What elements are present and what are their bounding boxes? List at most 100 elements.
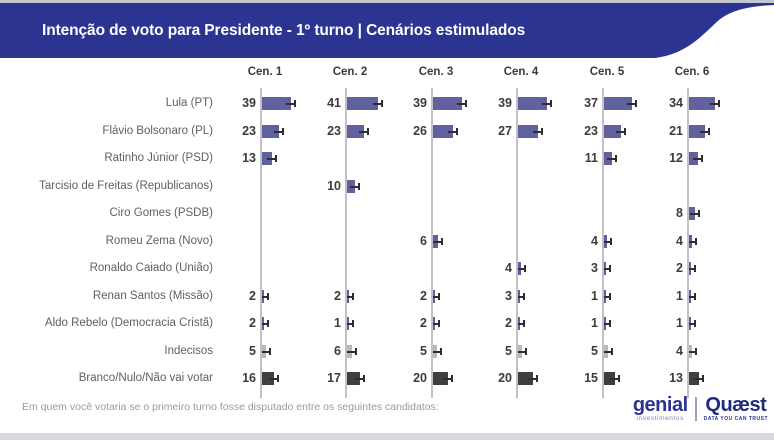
error-bar-line — [354, 378, 364, 380]
error-bar-cap — [693, 265, 696, 272]
error-bar-line — [533, 130, 543, 133]
banner-swoosh-decoration — [655, 5, 774, 58]
value-label: 10 — [327, 178, 341, 193]
error-bar-line — [693, 378, 703, 380]
candidate-label: Tarcisio de Freitas (Republicanos) — [39, 179, 213, 192]
error-bar-line — [518, 268, 525, 270]
candidate-label: Renan Santos (Missão) — [92, 289, 213, 302]
error-bar-line — [269, 378, 278, 380]
candidate-label: Branco/Nulo/Não vai votar — [78, 372, 213, 384]
value-bar — [604, 372, 616, 385]
value-label: 8 — [676, 206, 683, 220]
error-bar-line — [518, 295, 525, 298]
value-bar — [689, 124, 705, 138]
value-label: 2 — [505, 316, 512, 330]
scenario-baseline — [431, 88, 433, 398]
error-bar-line — [262, 323, 268, 325]
value-label: 37 — [584, 96, 598, 110]
error-bar-cap — [351, 292, 354, 300]
error-bar-line — [447, 130, 457, 133]
error-bar-cap — [455, 127, 458, 135]
error-bar-line — [604, 268, 611, 270]
bottom-strip — [0, 433, 774, 440]
error-bar-line — [610, 378, 620, 380]
scenario-header: Cen. 1 — [247, 66, 283, 78]
error-bar-cap — [618, 375, 621, 382]
error-bar-line — [372, 103, 382, 105]
scenario-header: Cen. 2 — [332, 66, 368, 78]
error-bar-line — [604, 350, 612, 353]
value-label: 39 — [242, 96, 256, 110]
error-bar-cap — [693, 292, 696, 300]
error-bar-cap — [362, 375, 365, 382]
error-bar-cap — [550, 100, 553, 107]
top-hairline — [0, 0, 774, 3]
value-bar — [262, 124, 280, 138]
value-bar — [518, 124, 539, 138]
error-bar-cap — [610, 237, 612, 245]
value-bar — [518, 372, 533, 385]
error-bar-cap — [465, 100, 468, 107]
value-label: 1 — [676, 316, 683, 330]
value-bar — [262, 97, 292, 110]
value-label: 2 — [420, 288, 427, 303]
error-bar-cap — [522, 320, 525, 327]
value-label: 23 — [584, 123, 598, 138]
error-bar-cap — [707, 127, 710, 135]
error-bar-cap — [357, 182, 360, 190]
error-bar-cap — [523, 292, 526, 300]
value-label: 39 — [498, 96, 512, 110]
error-bar-cap — [608, 292, 611, 300]
value-label: 34 — [669, 96, 683, 110]
error-bar-cap — [440, 237, 443, 245]
error-bar-cap — [294, 100, 297, 107]
error-bar-line — [604, 240, 611, 243]
error-bar-line — [433, 240, 442, 243]
candidate-label: Flávio Bolsonaro (PL) — [102, 124, 213, 137]
value-bar — [689, 97, 715, 110]
value-bar — [347, 97, 378, 110]
value-label: 15 — [584, 371, 598, 385]
error-bar-cap — [524, 265, 526, 272]
value-label: 1 — [591, 316, 598, 330]
scenario-baseline — [602, 88, 604, 398]
value-label: 39 — [413, 96, 427, 110]
error-bar-cap — [698, 210, 700, 217]
value-label: 26 — [413, 123, 427, 138]
value-bar — [347, 372, 360, 385]
value-label: 27 — [498, 123, 512, 138]
error-bar-line — [286, 103, 296, 105]
scenario-baseline — [687, 88, 689, 398]
value-label: 1 — [676, 288, 683, 303]
error-bar-line — [690, 213, 699, 215]
logo-divider — [694, 397, 697, 421]
error-bar-cap — [277, 375, 279, 382]
value-bar — [262, 372, 274, 385]
error-bar-cap — [701, 375, 704, 382]
error-bar-cap — [439, 347, 442, 355]
error-bar-line — [542, 103, 552, 105]
value-label: 23 — [242, 123, 256, 138]
quaest-logo-subtext: DATA YOU CAN TRUST — [703, 416, 768, 422]
error-bar-line — [689, 268, 695, 270]
value-label: 4 — [591, 233, 598, 248]
value-label: 2 — [249, 316, 256, 330]
error-bar-cap — [634, 100, 637, 107]
error-bar-line — [604, 323, 610, 325]
candidate-label: Ratinho Júnior (PSD) — [104, 152, 213, 164]
genial-logo-subtext: investimentos — [636, 415, 684, 422]
scenario-baseline — [260, 88, 262, 398]
value-bar — [604, 97, 632, 110]
error-bar-cap — [268, 347, 271, 355]
value-label: 41 — [327, 96, 341, 110]
error-bar-cap — [437, 292, 440, 300]
value-label: 2 — [334, 288, 341, 303]
error-bar-cap — [701, 155, 703, 162]
error-bar-cap — [354, 347, 357, 355]
value-label: 2 — [676, 261, 683, 275]
value-label: 20 — [498, 371, 512, 385]
error-bar-line — [347, 295, 353, 298]
error-bar-line — [689, 240, 696, 243]
error-bar-cap — [624, 127, 627, 135]
value-label: 4 — [505, 261, 512, 275]
